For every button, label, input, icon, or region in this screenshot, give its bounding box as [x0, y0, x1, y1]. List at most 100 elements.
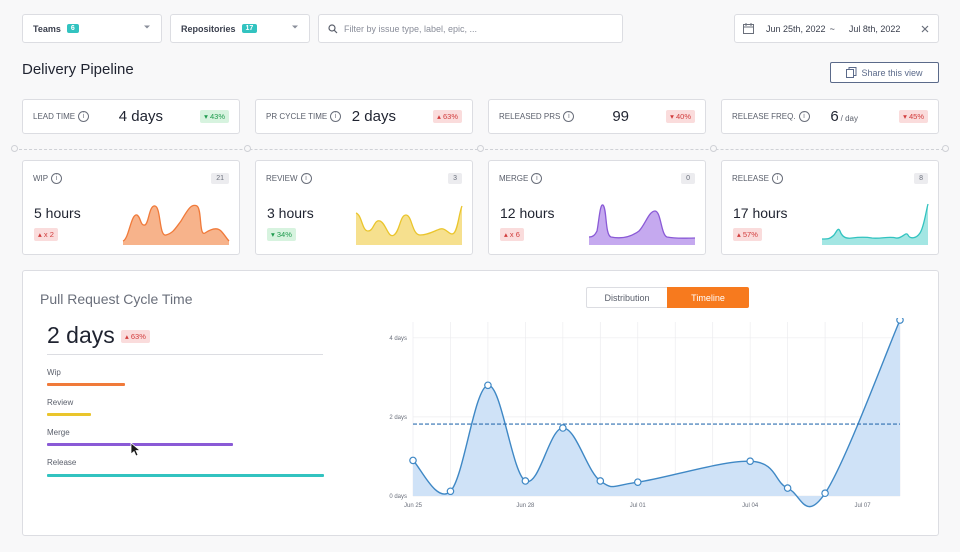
kpi-value: 99: [612, 108, 629, 125]
chevron-down-icon: [292, 25, 298, 29]
data-point[interactable]: [783, 484, 792, 492]
info-icon[interactable]: i: [78, 111, 90, 122]
info-icon[interactable]: i: [300, 173, 312, 184]
info-icon[interactable]: i: [563, 111, 575, 122]
data-point[interactable]: [559, 424, 567, 432]
x-tick-label: Jun 28: [516, 503, 535, 509]
stage-duration: 3 hours: [267, 205, 314, 221]
repositories-filter-label: Repositories: [181, 23, 236, 34]
stage-change-value: x 2: [43, 230, 54, 239]
stage-card-wip[interactable]: WIP i 21 5 hours ▴ x 2: [22, 160, 240, 255]
stage-sparkline: [821, 203, 929, 245]
close-icon[interactable]: [921, 25, 929, 33]
kpi-title: LEAD TIME i: [33, 111, 90, 122]
repositories-filter[interactable]: Repositories 17: [170, 14, 310, 43]
stage-title: MERGE i: [499, 173, 543, 184]
pipeline-node: [710, 145, 717, 152]
data-point[interactable]: [446, 487, 455, 496]
stage-sparkline: [588, 204, 696, 245]
data-point[interactable]: [484, 381, 492, 390]
kpi-value: 2 days: [351, 108, 396, 125]
teams-filter[interactable]: Teams 6: [22, 14, 162, 43]
stage-card-merge[interactable]: MERGE i 0 12 hours ▴ x 6: [488, 160, 706, 255]
stage-label: RELEASE: [732, 174, 769, 183]
legend-bar-merge[interactable]: [47, 443, 233, 446]
data-point[interactable]: [409, 456, 417, 465]
kpi-change-value: 45%: [908, 112, 924, 121]
tab-timeline[interactable]: Timeline: [667, 287, 749, 308]
stage-change-badge: ▴ 57%: [733, 228, 762, 241]
y-tick-label: 0 days: [389, 494, 407, 500]
legend-bar-wip[interactable]: [47, 383, 125, 386]
x-tick-label: Jul 04: [742, 503, 759, 509]
share-view-button[interactable]: Share this view: [830, 62, 939, 83]
data-point[interactable]: [596, 477, 605, 485]
cycle-time-change-badge: ▴ 63%: [121, 330, 150, 343]
stage-title: RELEASE i: [732, 173, 783, 184]
x-tick-label: Jul 07: [855, 503, 872, 509]
arrow-down-icon: ▾: [903, 112, 909, 121]
stage-change-value: 34%: [276, 230, 292, 239]
stage-card-release[interactable]: RELEASE i 8 17 hours ▴ 57%: [721, 160, 939, 255]
x-axis-ticks: Jun 25 Jun 28 Jul 01 Jul 04 Jul 07: [404, 503, 871, 509]
mouse-cursor-icon: [130, 442, 142, 457]
kpi-card-release-frequency[interactable]: RELEASE FREQ. i 6/ day ▾ 45%: [721, 99, 939, 134]
stage-change-value: x 6: [509, 230, 520, 239]
data-point[interactable]: [521, 477, 530, 485]
arrow-up-icon: ▴: [38, 230, 44, 239]
kpi-change-badge: ▾ 45%: [899, 110, 928, 123]
info-icon[interactable]: i: [771, 173, 783, 184]
kpi-label: RELEASE FREQ.: [732, 112, 796, 121]
tab-distribution[interactable]: Distribution: [586, 287, 668, 308]
kpi-title: RELEASED PRS i: [499, 111, 575, 122]
info-icon[interactable]: i: [798, 111, 810, 122]
arrow-up-icon: ▴: [125, 332, 131, 341]
page-title: Delivery Pipeline: [22, 61, 134, 78]
legend-bar-release[interactable]: [47, 474, 324, 477]
stage-label: MERGE: [499, 174, 529, 183]
calendar-icon: [743, 23, 754, 34]
timeline-chart[interactable]: 0 days 2 days 4 days Jun 25 Jun 28 Jul 01 Jul…: [380, 318, 920, 516]
kpi-card-pr-cycle-time[interactable]: PR CYCLE TIME i 2 days ▴ 63%: [255, 99, 473, 134]
kpi-unit: / day: [840, 114, 858, 123]
chart-points: [409, 318, 904, 498]
kpi-change-value: 40%: [675, 112, 691, 121]
legend-bar-review[interactable]: [47, 413, 91, 416]
kpi-value-number: 6: [830, 108, 839, 125]
issue-filter-input[interactable]: Filter by issue type, label, epic, ...: [318, 14, 623, 43]
info-icon[interactable]: i: [330, 111, 342, 122]
kpi-label: LEAD TIME: [33, 112, 76, 121]
stage-duration: 5 hours: [34, 205, 81, 221]
kpi-change-badge: ▾ 43%: [200, 110, 229, 123]
arrow-down-icon: ▾: [204, 112, 210, 121]
kpi-change-badge: ▾ 40%: [666, 110, 695, 123]
pipeline-node: [477, 145, 484, 152]
date-to[interactable]: Jul 8th, 2022: [848, 23, 901, 34]
teams-filter-label: Teams: [33, 23, 61, 34]
stage-label: REVIEW: [266, 174, 298, 183]
issue-filter-placeholder: Filter by issue type, label, epic, ...: [344, 23, 478, 34]
data-point[interactable]: [633, 478, 642, 486]
data-point[interactable]: [896, 318, 904, 324]
stage-count: 3: [448, 173, 462, 184]
kpi-value: 4 days: [118, 108, 163, 125]
stage-card-review[interactable]: REVIEW i 3 3 hours ▾ 34%: [255, 160, 473, 255]
date-from[interactable]: Jun 25th, 2022: [766, 23, 826, 34]
kpi-card-released-prs[interactable]: RELEASED PRS i 99 ▾ 40%: [488, 99, 706, 134]
panel-title: Pull Request Cycle Time: [40, 291, 193, 307]
info-icon[interactable]: i: [531, 173, 543, 184]
data-point[interactable]: [746, 457, 754, 466]
arrow-up-icon: ▴: [437, 112, 443, 121]
stage-count: 21: [211, 173, 229, 184]
kpi-change-value: 43%: [209, 112, 225, 121]
cycle-time-change-value: 63%: [130, 332, 146, 341]
info-icon[interactable]: i: [51, 173, 63, 184]
stage-count: 8: [914, 173, 928, 184]
kpi-card-lead-time[interactable]: LEAD TIME i 4 days ▾ 43%: [22, 99, 240, 134]
stage-duration: 12 hours: [500, 205, 555, 221]
x-tick-label: Jul 01: [630, 503, 647, 509]
date-range-picker[interactable]: Jun 25th, 2022 ~ Jul 8th, 2022: [734, 14, 939, 43]
share-view-label: Share this view: [861, 67, 923, 78]
data-point[interactable]: [821, 489, 829, 498]
y-tick-label: 2 days: [389, 415, 407, 421]
